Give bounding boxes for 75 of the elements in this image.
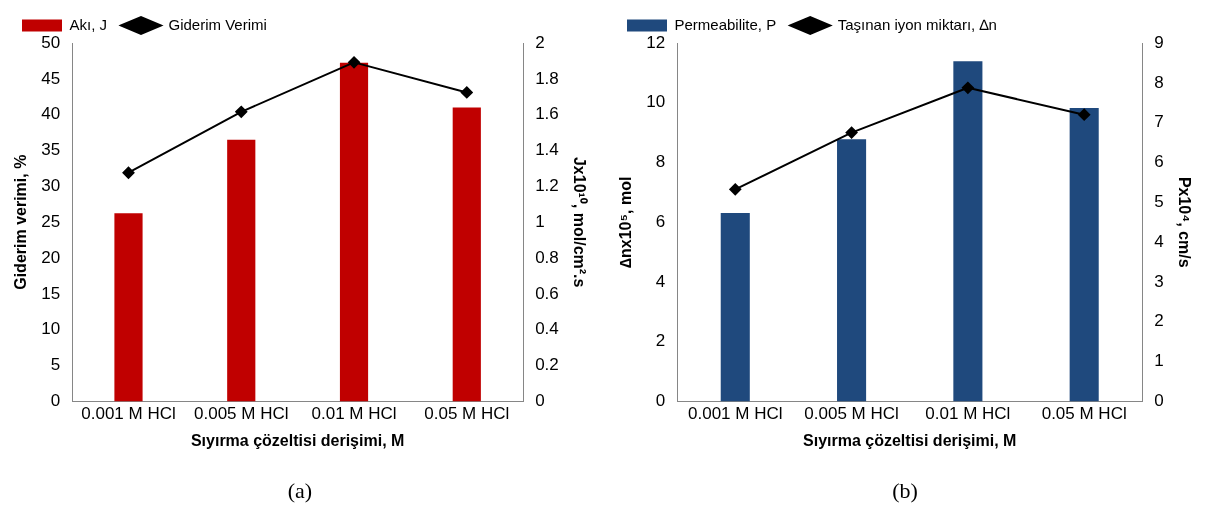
y-tick-label: 12	[646, 32, 666, 52]
y2-tick-label: 3	[1154, 271, 1164, 291]
y2-tick-label: 7	[1154, 112, 1164, 132]
point	[460, 86, 473, 99]
y2-tick-label: 8	[1154, 72, 1164, 92]
bar	[953, 61, 983, 402]
y2-tick-label: 1	[535, 211, 545, 231]
y-tick-label: 35	[41, 140, 61, 160]
y2-tick-label: 1.6	[535, 104, 559, 124]
y-tick-label: 0	[655, 391, 666, 411]
y-tick-label: 25	[41, 211, 61, 231]
legend-label: Permeabilite, P	[674, 15, 777, 33]
y-tick-label: 30	[41, 176, 61, 196]
y2-tick-label: 0.8	[535, 247, 559, 267]
x-tick-label: 0.005 M HCl	[194, 404, 289, 424]
x-tick-label: 0.005 M HCl	[804, 404, 899, 424]
x-axis-title: Sıyırma çözeltisi derişimi, M	[190, 431, 405, 449]
bar	[1069, 107, 1099, 402]
y-tick-label: 8	[655, 152, 666, 172]
bar	[227, 139, 256, 402]
y2-tick-label: 6	[1154, 152, 1164, 172]
y-tick-label: 20	[41, 247, 61, 267]
y2-tick-label: 4	[1154, 231, 1164, 251]
y2-axis-title: Jx10¹⁰, mol/cm².s	[570, 156, 588, 288]
y-axis-title: Giderim verimi, %	[12, 154, 30, 290]
text: (b)	[891, 478, 919, 504]
y2-tick-label: 1.4	[535, 140, 559, 160]
y-tick-label: 10	[646, 92, 666, 112]
y-tick-label: 4	[655, 271, 666, 291]
y-axis-title: ∆nx10⁵, mol	[617, 176, 635, 268]
x-axis-title: Sıyırma çözeltisi derişimi, M	[803, 431, 1017, 449]
y2-tick-label: 0.6	[535, 283, 559, 303]
point	[1078, 108, 1091, 121]
y2-tick-label: 0.2	[535, 355, 559, 375]
point	[235, 105, 248, 118]
y2-tick-label: 1.2	[535, 176, 559, 196]
y-tick-label: 45	[41, 68, 61, 88]
text: (a)	[286, 478, 314, 504]
y-tick-label: 15	[41, 283, 61, 303]
x-tick-label: 0.001 M HCl	[688, 404, 783, 424]
point	[961, 81, 974, 94]
bar	[837, 139, 867, 402]
y2-tick-label: 0	[1154, 391, 1164, 411]
y2-tick-label: 5	[1154, 191, 1164, 211]
y2-tick-label: 2	[535, 32, 545, 52]
y2-tick-label: 1.8	[535, 68, 559, 88]
point	[729, 183, 742, 196]
y-tick-label: 6	[655, 211, 666, 231]
y2-tick-label: 1	[1154, 351, 1164, 371]
x-tick-label: 0.001 M HCl	[81, 404, 176, 424]
y-tick-label: 0	[50, 391, 61, 411]
y-tick-label: 2	[655, 331, 666, 351]
y-tick-label: 40	[41, 104, 61, 124]
y2-axis-title: Px10⁴, cm/s	[1175, 176, 1193, 268]
y-tick-label: 10	[41, 319, 61, 339]
x-tick-label: 0.01 M HCl	[925, 404, 1011, 424]
y2-tick-label: 2	[1154, 311, 1164, 331]
legend-label: Giderim Verimi	[168, 15, 267, 33]
y2-tick-label: 9	[1154, 32, 1164, 52]
legend-label: Taşınan iyon miktarı, ∆n	[837, 15, 997, 33]
bar	[452, 107, 481, 402]
point	[348, 56, 361, 69]
y2-tick-label: 0	[535, 391, 545, 411]
bar	[114, 213, 143, 402]
point	[845, 126, 858, 139]
y2-tick-label: 0.4	[535, 319, 559, 339]
legend-label: Akı, J	[69, 15, 108, 33]
y-tick-label: 50	[41, 32, 61, 52]
bar	[339, 62, 369, 402]
bar	[720, 213, 750, 402]
x-tick-label: 0.01 M HCl	[311, 404, 397, 424]
y-tick-label: 5	[50, 355, 61, 375]
x-tick-label: 0.05 M HCl	[1041, 404, 1127, 424]
point	[122, 166, 135, 179]
x-tick-label: 0.05 M HCl	[424, 404, 510, 424]
